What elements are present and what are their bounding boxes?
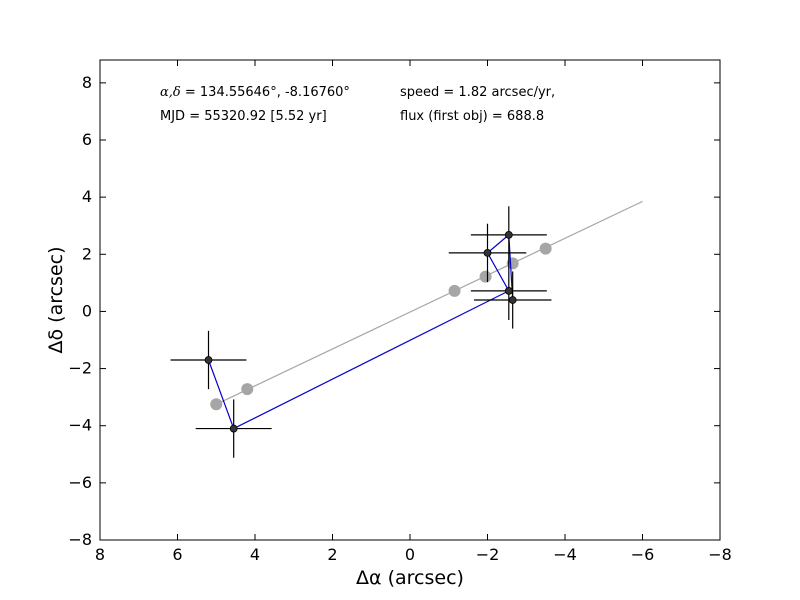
measured-path — [207, 233, 514, 430]
measured-point — [504, 286, 513, 295]
model-point — [448, 284, 461, 297]
x-axis-title: Δα (arcsec) — [356, 567, 464, 589]
model-track-line — [215, 200, 643, 405]
y-tick-label: 8 — [82, 73, 92, 92]
measured-point — [229, 424, 238, 433]
x-tick-label: 2 — [327, 545, 337, 564]
y-tick-label: −8 — [68, 530, 92, 549]
x-tick-label: 8 — [95, 545, 105, 564]
coords-annotation: α,δ = 134.55646°, -8.16760° — [160, 85, 350, 100]
y-tick-label: 2 — [82, 244, 92, 263]
mjd-annotation: MJD = 55320.92 [5.52 yr] — [160, 109, 327, 124]
y-axis: 8 6 4 2 0 −2 −4 −6 −8 — [68, 73, 720, 549]
model-point — [241, 383, 254, 396]
measured-series — [170, 206, 552, 458]
model-point — [210, 398, 223, 411]
speed-annotation: speed = 1.82 arcsec/yr, — [400, 85, 555, 100]
model-point — [479, 270, 492, 283]
y-tick-label: −2 — [68, 359, 92, 378]
x-tick-label: 6 — [172, 545, 182, 564]
x-tick-label: −4 — [553, 545, 577, 564]
x-axis: 8 6 4 2 0 −2 −4 −6 −8 — [95, 60, 732, 564]
x-tick-label: −8 — [708, 545, 732, 564]
x-tick-label: −2 — [476, 545, 500, 564]
annotations: α,δ = 134.55646°, -8.16760° MJD = 55320.… — [160, 85, 555, 124]
model-point — [506, 257, 519, 270]
y-axis-title: Δδ (arcsec) — [45, 246, 67, 353]
measured-point — [508, 296, 517, 304]
y-tick-label: −6 — [68, 473, 92, 492]
x-tick-label: 4 — [250, 545, 260, 564]
measured-point — [204, 356, 213, 364]
measured-point — [483, 248, 492, 257]
model-series — [210, 200, 643, 411]
model-point — [539, 242, 552, 255]
y-tick-label: 0 — [82, 301, 92, 320]
x-tick-label: 0 — [405, 545, 415, 564]
x-tick-label: −6 — [631, 545, 655, 564]
y-tick-label: 6 — [82, 130, 92, 149]
y-tick-label: 4 — [82, 187, 92, 206]
measured-point — [504, 230, 513, 239]
coords-value: = 134.55646°, -8.16760° — [181, 85, 350, 100]
coords-symbol: α,δ — [160, 85, 181, 100]
flux-annotation: flux (first obj) = 688.8 — [400, 109, 544, 124]
y-tick-label: −4 — [68, 416, 92, 435]
